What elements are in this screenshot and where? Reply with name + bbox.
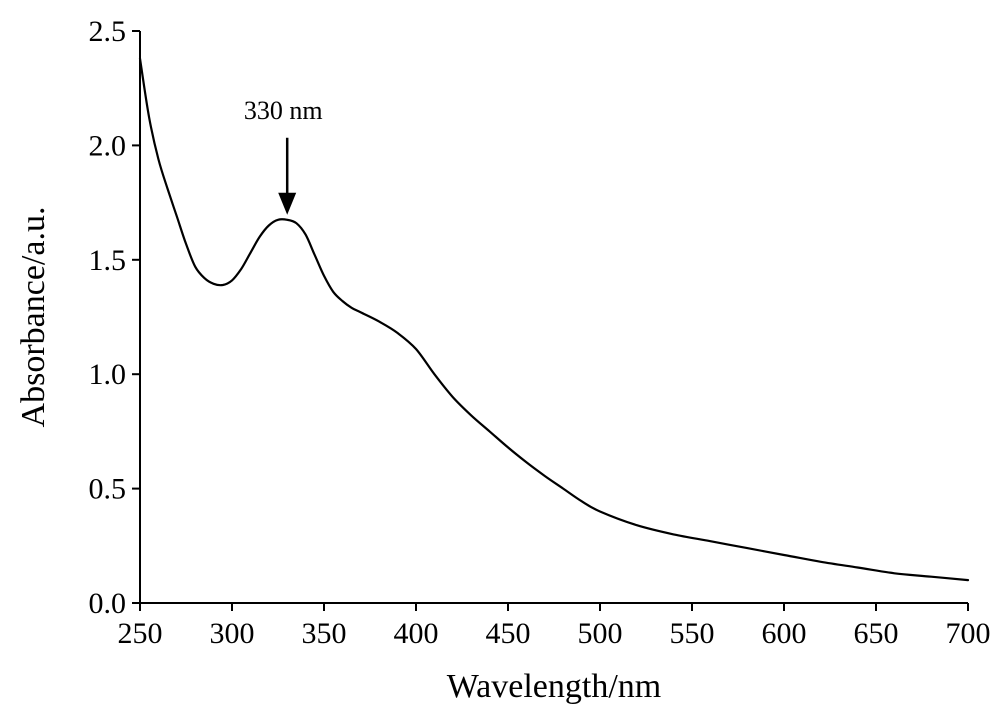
x-tick-label: 300	[210, 617, 255, 650]
peak-annotation: 330 nm	[244, 96, 323, 215]
annotation-arrow-head-icon	[278, 192, 297, 215]
y-tick-label: 0.5	[89, 473, 127, 506]
y-tick-label: 2.5	[89, 15, 127, 48]
x-tick-label: 550	[670, 617, 715, 650]
x-tick-label: 700	[946, 617, 991, 650]
peak-annotation-label: 330 nm	[244, 96, 323, 125]
y-tick-label: 0.0	[89, 587, 127, 620]
absorbance-series-line	[138, 57, 970, 582]
y-tick-label: 2.0	[89, 129, 127, 162]
x-tick-label: 500	[578, 617, 623, 650]
x-axis-title: Wavelength/nm	[447, 668, 661, 705]
plot-area: 250 300 350 400 450 500 550 600 650 700 0.0 0.5 1.0…	[89, 15, 991, 650]
x-tick-label: 350	[302, 617, 347, 650]
x-tick-label: 400	[394, 617, 439, 650]
y-tick-label: 1.5	[89, 244, 127, 277]
x-tick-label: 650	[854, 617, 899, 650]
y-tick-label: 1.0	[89, 358, 127, 391]
x-tick-label: 600	[762, 617, 807, 650]
y-axis-title: Absorbance/a.u.	[15, 207, 52, 428]
x-axis-ticks: 250 300 350 400 450 500 550 600 650 700	[118, 603, 991, 650]
y-axis-ticks: 0.0 0.5 1.0 1.5 2.0 2.5	[89, 15, 140, 620]
x-tick-label: 450	[486, 617, 531, 650]
x-tick-label: 250	[118, 617, 163, 650]
